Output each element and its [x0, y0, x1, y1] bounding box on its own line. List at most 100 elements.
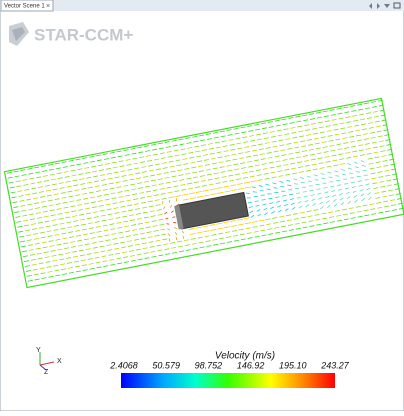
- velocity-vector: [229, 179, 235, 182]
- velocity-vector: [184, 244, 190, 247]
- maximize-button[interactable]: [393, 2, 401, 9]
- velocity-vector: [365, 112, 372, 115]
- velocity-vector: [302, 191, 307, 193]
- velocity-vector: [144, 257, 150, 259]
- velocity-vector: [121, 246, 127, 249]
- velocity-vector: [60, 192, 66, 194]
- velocity-vector: [381, 155, 387, 157]
- velocity-vector: [15, 180, 21, 183]
- velocity-vector: [190, 238, 196, 240]
- velocity-vector: [388, 189, 394, 192]
- velocity-vector: [195, 150, 201, 153]
- velocity-vector: [152, 189, 158, 192]
- velocity-vector: [174, 232, 178, 235]
- velocity-vector: [43, 251, 49, 254]
- velocity-vector: [106, 244, 112, 246]
- velocity-vector: [284, 133, 290, 135]
- velocity-vector: [161, 197, 167, 200]
- velocity-vector: [325, 195, 330, 199]
- velocity-vector: [270, 171, 276, 174]
- velocity-vector: [117, 191, 123, 193]
- velocity-vector: [16, 185, 22, 188]
- velocity-vector: [187, 182, 193, 185]
- velocity-vector: [135, 248, 141, 251]
- velocity-vector: [114, 176, 120, 179]
- velocity-vector: [363, 209, 369, 212]
- velocity-vector: [140, 201, 146, 204]
- velocity-vector: [41, 241, 47, 244]
- velocity-vector: [373, 115, 379, 118]
- velocity-vector: [120, 170, 126, 172]
- velocity-vector: [38, 191, 45, 193]
- velocity-vector: [295, 115, 301, 118]
- velocity-vector: [86, 217, 92, 220]
- velocity-vector: [133, 198, 139, 201]
- velocity-vector: [103, 193, 109, 196]
- scroll-right[interactable]: [377, 3, 380, 9]
- velocity-vector: [202, 154, 209, 156]
- velocity-vector: [30, 182, 36, 185]
- velocity-vector: [204, 163, 210, 166]
- velocity-vector: [227, 169, 233, 172]
- velocity-vector: [302, 226, 308, 229]
- scroll-left[interactable]: [369, 3, 372, 9]
- velocity-vector: [337, 112, 343, 115]
- velocity-vector: [253, 196, 258, 197]
- velocity-vector: [112, 166, 118, 169]
- velocity-vector: [43, 215, 49, 218]
- velocity-vector: [94, 185, 100, 188]
- velocity-vector: [292, 172, 298, 175]
- velocity-vector: [36, 217, 42, 219]
- velocity-vector: [136, 217, 142, 220]
- velocity-vector: [110, 156, 116, 159]
- velocity-vector: [55, 167, 61, 170]
- velocity-vector: [76, 239, 83, 242]
- velocity-vector: [135, 172, 141, 175]
- velocity-vector: [123, 220, 129, 223]
- velocity-vector: [290, 162, 296, 165]
- velocity-vector: [268, 161, 274, 164]
- velocity-vector: [333, 203, 338, 207]
- velocity-vector: [389, 199, 396, 202]
- velocity-vector: [129, 214, 135, 217]
- velocity-vector: [252, 191, 257, 193]
- velocity-vector: [192, 135, 198, 138]
- velocity-vector: [380, 185, 386, 188]
- tab[interactable]: [0, 0, 54, 12]
- velocity-vector: [338, 193, 343, 196]
- velocity-vector: [255, 128, 261, 131]
- velocity-vector: [27, 279, 33, 282]
- velocity-vector: [154, 199, 160, 201]
- velocity-vector: [282, 195, 287, 197]
- velocity-vector: [19, 235, 25, 238]
- velocity-vector: [197, 236, 203, 239]
- velocity-vector: [316, 223, 322, 226]
- velocity-vector: [173, 149, 179, 152]
- velocity-vector: [374, 192, 380, 194]
- velocity-vector: [244, 186, 251, 189]
- tab-close[interactable]: ×: [46, 3, 50, 10]
- velocity-vector: [38, 262, 44, 265]
- velocity-vector: [141, 242, 147, 245]
- velocity-vector: [269, 130, 275, 133]
- velocity-vector: [213, 243, 219, 246]
- velocity-vector: [366, 117, 372, 119]
- velocity-vector: [207, 143, 213, 145]
- velocity-vector: [179, 143, 185, 146]
- velocity-vector: [248, 130, 254, 132]
- velocity-vector: [266, 223, 272, 226]
- velocity-vector: [147, 159, 153, 162]
- velocity-vector: [199, 175, 205, 177]
- velocity-vector: [162, 167, 168, 169]
- velocity-vector: [155, 204, 161, 206]
- velocity-vector: [277, 205, 282, 208]
- velocity-vector: [318, 162, 324, 164]
- colorbar-label: 98.752: [195, 360, 223, 370]
- velocity-vector: [45, 189, 51, 192]
- velocity-vector: [255, 204, 260, 207]
- velocity-vector: [71, 210, 77, 213]
- velocity-vector: [47, 199, 53, 202]
- velocity-vector: [162, 238, 168, 241]
- velocity-vector: [156, 173, 162, 176]
- menu-button[interactable]: [384, 4, 390, 8]
